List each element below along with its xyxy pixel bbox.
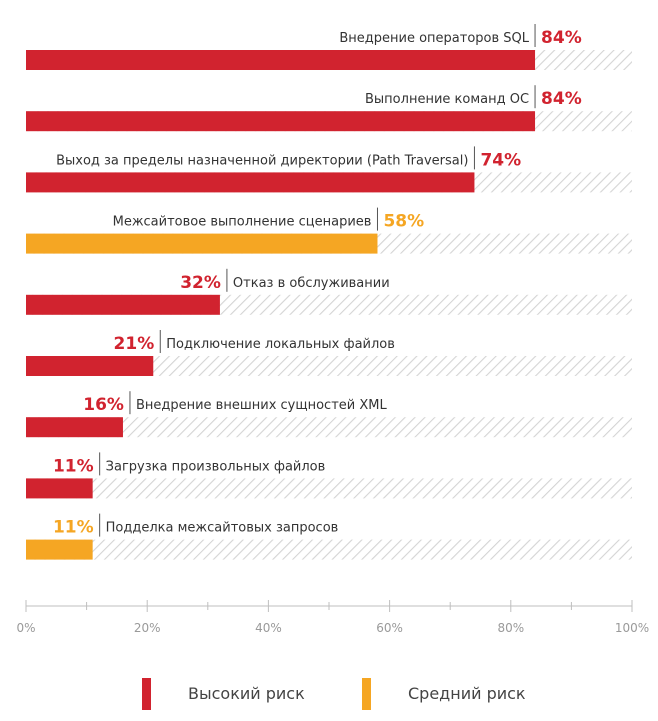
bar (26, 356, 154, 376)
bar (26, 539, 93, 560)
bar-row: 11% Подделка межсайтовых запросов (26, 513, 632, 560)
bar (26, 50, 536, 70)
value-label: 84% (541, 89, 582, 109)
category-label: Внедрение операторов SQL (339, 31, 529, 46)
value-label: 84% (541, 28, 582, 48)
legend-item: Средний риск (362, 678, 526, 710)
bar (26, 478, 93, 499)
legend-swatch (142, 678, 151, 710)
category-label: Выход за пределы назначенной директории … (56, 153, 468, 168)
bar-track (26, 356, 632, 376)
legend: Высокий риск Средний риск (142, 678, 526, 710)
value-label: 32% (180, 273, 221, 293)
category-label: Подключение локальных файлов (166, 337, 395, 352)
category-label: Внедрение внешних сущностей XML (136, 398, 388, 413)
x-axis: 0% 20% 40% 60% 80% 100% (16, 600, 649, 635)
bars-layer: Внедрение операторов SQL 84%Выполнение ко… (26, 24, 632, 560)
category-label: Подделка межсайтовых запросов (106, 521, 339, 536)
bar-row: Выход за пределы назначенной директории … (26, 146, 632, 193)
value-label: 16% (83, 395, 124, 415)
category-label: Межсайтовое выполнение сценариев (113, 215, 372, 230)
value-label: 58% (383, 212, 424, 232)
legend-item: Высокий риск (142, 678, 305, 710)
bar-row: 21% Подключение локальных файлов (26, 330, 632, 376)
bar (26, 172, 475, 193)
category-label: Отказ в обслуживании (233, 276, 390, 291)
category-label: Загрузка произвольных файлов (106, 459, 326, 474)
bar-row: 16% Внедрение внешних сущностей XML (26, 391, 632, 438)
bar (26, 233, 378, 254)
legend-label: Средний риск (408, 684, 526, 703)
value-label: 74% (480, 150, 521, 170)
category-label: Выполнение команд ОС (365, 92, 529, 107)
x-tick-label: 0% (16, 621, 35, 635)
value-label: 11% (53, 518, 94, 538)
bar (26, 111, 536, 132)
x-tick-label: 40% (255, 621, 282, 635)
bar-row: Выполнение команд ОС 84% (26, 85, 632, 132)
bar-row: 11% Загрузка произвольных файлов (26, 452, 632, 499)
x-tick-label: 80% (497, 621, 524, 635)
bar (26, 294, 220, 315)
value-label: 11% (53, 456, 94, 476)
legend-swatch (362, 678, 371, 710)
bar-row: 32% Отказ в обслуживании (26, 268, 632, 315)
bar-row: Межсайтовое выполнение сценариев 58% (26, 207, 632, 254)
x-tick-label: 100% (615, 621, 649, 635)
bar (26, 417, 123, 438)
legend-label: Высокий риск (188, 684, 305, 703)
bar-track (26, 478, 632, 499)
x-tick-label: 20% (134, 621, 161, 635)
x-tick-label: 60% (376, 621, 403, 635)
bar-track (26, 539, 632, 560)
bar-row: Внедрение операторов SQL 84% (26, 24, 632, 70)
value-label: 21% (114, 334, 155, 354)
bar-track (26, 417, 632, 438)
